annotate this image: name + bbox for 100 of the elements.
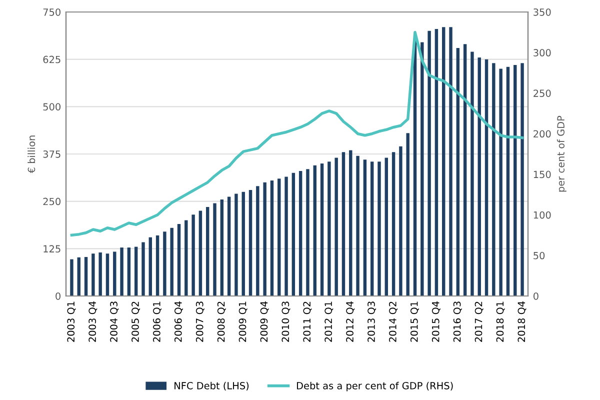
bar	[478, 57, 481, 296]
y-tick-label: 750	[43, 8, 60, 16]
bar	[320, 163, 324, 296]
line-series	[70, 30, 524, 237]
y2-tick-label: 250	[534, 90, 551, 97]
bar	[77, 257, 80, 296]
bar	[492, 63, 496, 296]
bar	[334, 158, 338, 296]
bar	[98, 252, 102, 296]
bar	[227, 196, 231, 296]
bar	[399, 146, 402, 296]
bar	[514, 65, 517, 296]
y-tick-label: 625	[43, 56, 60, 64]
x-tick-label: 2018 Q1	[496, 302, 505, 342]
y2-tick-label: 100	[534, 211, 551, 219]
bar	[213, 203, 216, 296]
bar	[434, 29, 438, 296]
bar	[248, 190, 252, 296]
bar	[328, 162, 331, 296]
bar	[342, 152, 346, 296]
bar	[292, 172, 296, 296]
bar	[120, 248, 124, 296]
bar	[206, 207, 210, 296]
bar	[384, 158, 388, 296]
x-tick-label: 2011 Q2	[303, 302, 312, 342]
bar	[306, 169, 310, 296]
bar	[184, 220, 188, 296]
y2-tick-label: 50	[534, 252, 545, 260]
bar	[92, 254, 95, 296]
bar	[113, 252, 116, 296]
y-tick-label: 0	[56, 292, 60, 300]
bar	[349, 150, 352, 296]
bar	[278, 178, 281, 296]
x-tick-label: 2004 Q3	[110, 302, 119, 342]
bar	[463, 44, 467, 296]
bar	[198, 210, 202, 296]
bar	[506, 66, 510, 296]
bar	[220, 199, 224, 296]
bar	[392, 152, 396, 296]
bar	[142, 242, 145, 296]
bar	[442, 27, 446, 296]
x-tick-label: 2015 Q4	[432, 301, 440, 342]
bar	[163, 232, 166, 296]
x-tick-label: 2013 Q3	[368, 302, 376, 342]
y2-axis-title: per cent of GDP	[556, 116, 566, 192]
bar	[298, 171, 302, 296]
x-tick-label: 2007 Q3	[196, 302, 204, 342]
bar	[420, 42, 424, 296]
bar	[270, 180, 274, 296]
y-tick-label: 250	[43, 198, 60, 206]
bar	[242, 192, 245, 296]
bar	[378, 162, 381, 296]
bar	[192, 214, 195, 296]
x-tick-label: 2006 Q4	[174, 301, 183, 342]
bar	[256, 186, 260, 296]
y2-tick-label: 0	[534, 292, 538, 300]
legend-label: Debt as a per cent of GDP (RHS)	[296, 382, 453, 392]
bar	[428, 30, 431, 296]
bar	[177, 224, 181, 296]
y2-tick-label: 300	[534, 49, 551, 56]
bar	[284, 176, 288, 296]
bar	[127, 248, 131, 296]
y2-tick-label: 350	[534, 8, 551, 16]
bar	[406, 133, 410, 296]
bar	[84, 256, 88, 296]
bar	[363, 160, 367, 296]
x-tick-label: 2003 Q4	[88, 301, 98, 342]
x-tick-label: 2010 Q3	[282, 302, 290, 342]
bar	[356, 156, 360, 296]
bar	[520, 63, 524, 296]
legend-label: NFC Debt (LHS)	[174, 382, 249, 391]
y-tick-label: 375	[43, 150, 60, 158]
x-tick-label: 2012 Q4	[346, 301, 355, 342]
y-tick-label: 125	[44, 245, 60, 252]
bar	[499, 68, 502, 296]
x-tick-label: 2015 Q1	[410, 302, 419, 342]
bar	[370, 162, 374, 296]
bar	[470, 52, 474, 296]
x-tick-label: 2005 Q2	[132, 302, 140, 342]
bar	[70, 259, 74, 296]
y2-tick-label: 150	[534, 170, 551, 178]
bar	[170, 228, 174, 296]
x-tick-label: 2018 Q4	[518, 301, 526, 342]
bar	[484, 59, 488, 296]
x-tick-label: 2003 Q1	[67, 302, 76, 342]
bar	[449, 27, 452, 296]
x-tick-label: 2009 Q4	[260, 301, 269, 342]
bar	[234, 194, 238, 296]
x-tick-label: 2012 Q1	[324, 302, 334, 342]
bar	[313, 165, 316, 296]
bar	[156, 235, 160, 296]
x-tick-label: 2006 Q1	[153, 302, 162, 342]
x-tick-label: 2008 Q2	[217, 302, 226, 342]
bar	[148, 237, 152, 296]
x-tick-label: 2017 Q2	[474, 302, 484, 342]
bar	[134, 246, 138, 296]
bar	[106, 254, 110, 296]
bar	[263, 182, 266, 296]
x-tick-label: 2014 Q2	[389, 302, 398, 342]
y-axis-title: € billion	[28, 136, 36, 174]
